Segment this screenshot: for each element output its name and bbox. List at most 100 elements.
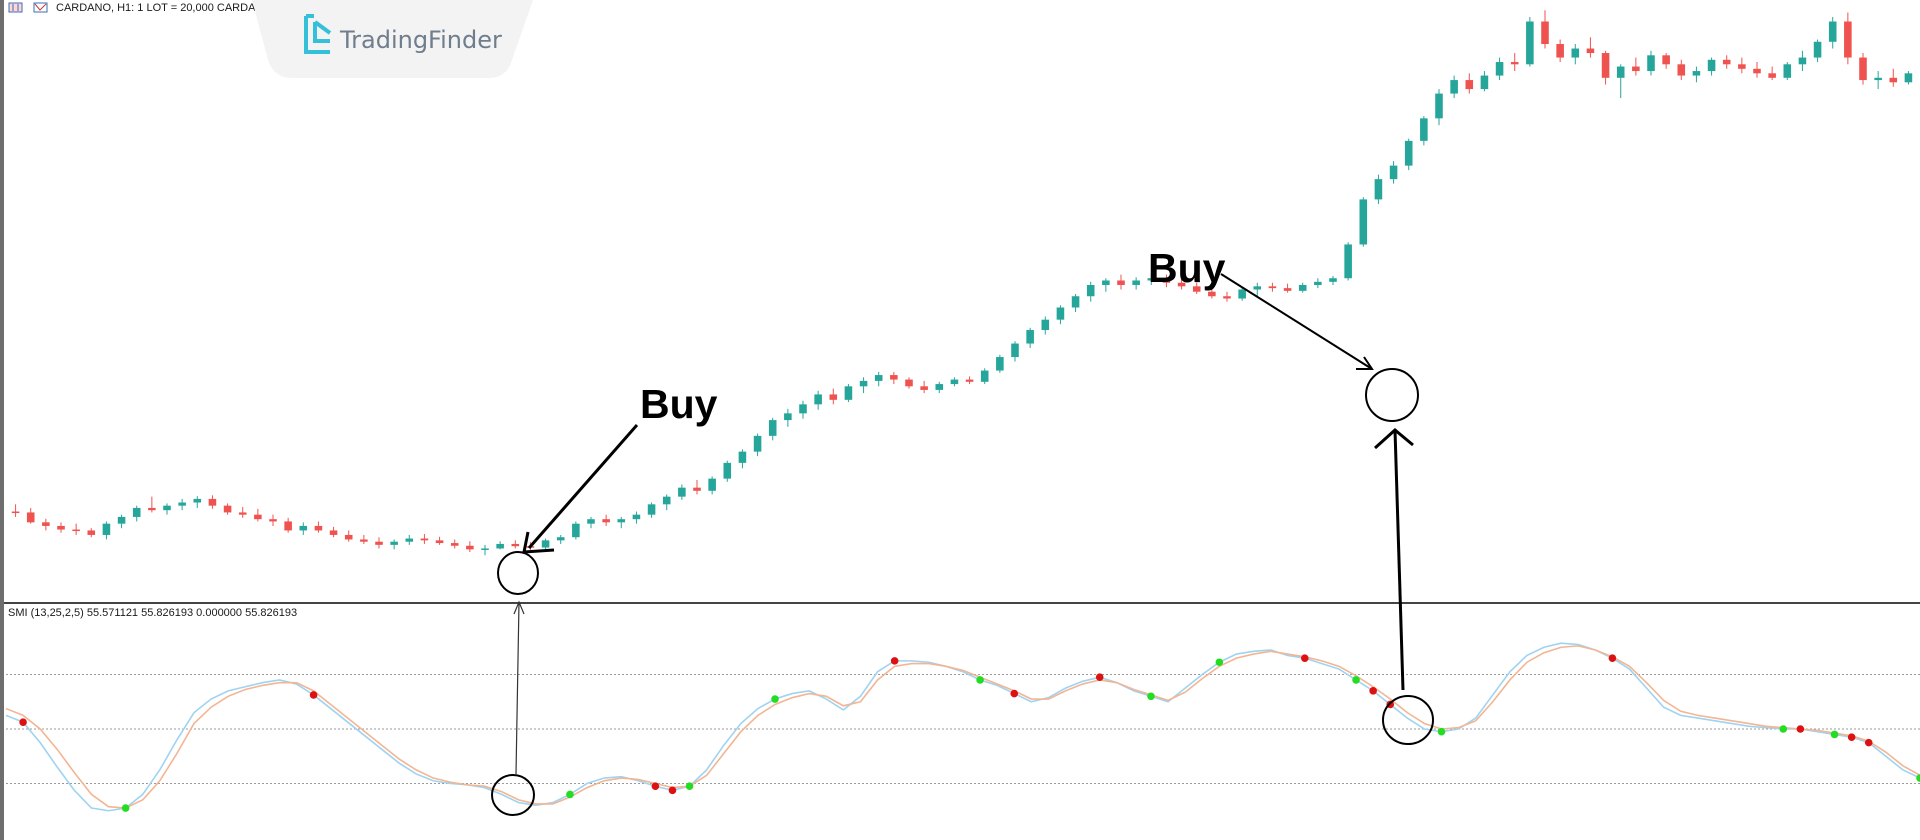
candle-body — [1389, 165, 1398, 180]
candle-body — [1253, 286, 1262, 290]
candle-body — [11, 511, 20, 514]
candle — [1647, 50, 1655, 76]
candle — [1374, 174, 1383, 204]
candle-body — [905, 379, 913, 387]
candle — [829, 388, 838, 405]
candle-body — [1541, 21, 1549, 45]
candle-body — [950, 379, 959, 385]
candle-body — [1738, 64, 1746, 69]
candle — [996, 354, 1004, 373]
candle — [1238, 287, 1246, 301]
candle — [1314, 278, 1322, 289]
signal-line — [5, 645, 1920, 809]
candle-body — [481, 548, 489, 550]
candle — [617, 516, 626, 529]
candle — [238, 507, 247, 518]
candle-body — [844, 386, 853, 400]
candle — [1359, 197, 1368, 247]
candle — [1692, 66, 1701, 83]
candle — [1026, 327, 1034, 349]
candle-body — [784, 413, 792, 421]
candle — [284, 517, 292, 533]
candle-body — [814, 394, 822, 405]
buy-circle-ind-2 — [1382, 695, 1434, 745]
candle — [375, 537, 383, 549]
candle — [890, 371, 898, 385]
candle — [1510, 53, 1519, 72]
chart-header: CARDANO, H1: 1 LOT = 20,000 CARDANO — [8, 2, 272, 14]
candle — [450, 539, 459, 549]
candle — [1753, 62, 1761, 78]
candle-body — [738, 451, 747, 463]
buy-link-line-2 — [1393, 429, 1405, 691]
candle — [26, 507, 35, 524]
candle-body — [1783, 64, 1792, 78]
candle — [632, 511, 641, 524]
candle — [117, 514, 126, 529]
candle-body — [1828, 21, 1837, 42]
candle-body — [1571, 48, 1580, 58]
candle — [1632, 57, 1640, 76]
buy-link-head-2 — [1373, 428, 1414, 450]
candle — [1495, 57, 1504, 81]
red-signal-dot — [668, 786, 677, 795]
candle — [511, 540, 520, 549]
candles-mode-icon[interactable] — [33, 2, 48, 13]
candle-body — [117, 516, 126, 524]
candle — [1162, 274, 1171, 288]
candle-body — [1601, 53, 1610, 78]
candle-body — [1662, 55, 1670, 65]
candle-body — [1722, 59, 1731, 65]
brand-watermark: TradingFinder — [252, 0, 533, 78]
bars-mode-icon[interactable] — [8, 2, 23, 13]
buy-link-head-1 — [513, 600, 525, 615]
candle — [208, 495, 217, 509]
candle — [1283, 283, 1292, 293]
green-signal-dot — [1437, 727, 1446, 736]
candle-body — [466, 545, 474, 550]
candles-mode-icon-stroke — [34, 3, 47, 11]
candle-body — [556, 537, 565, 541]
candle — [1586, 37, 1595, 58]
candle-body — [678, 487, 686, 497]
candle — [1707, 57, 1716, 76]
candle — [466, 541, 474, 553]
window-left-border — [0, 0, 4, 840]
green-signal-dot — [685, 782, 694, 791]
candle-body — [420, 538, 429, 541]
candle-body — [1117, 280, 1125, 285]
candle — [269, 514, 277, 526]
candle — [799, 400, 807, 419]
red-signal-dot — [1608, 654, 1617, 662]
candle — [1147, 273, 1156, 285]
candle — [1117, 274, 1125, 290]
green-signal-dot — [566, 790, 574, 799]
candle-body — [1329, 278, 1337, 282]
buy-label-1: Buy — [640, 381, 718, 427]
buy-arrow-2 — [1220, 273, 1373, 370]
candle — [11, 504, 20, 517]
candle — [1828, 17, 1837, 49]
candle — [390, 539, 398, 550]
candle — [193, 496, 202, 508]
candle-body — [299, 525, 308, 531]
candle-body — [1632, 66, 1640, 72]
candle-body — [1056, 307, 1065, 320]
red-signal-dot — [1796, 725, 1805, 733]
candle-body — [1480, 75, 1489, 90]
candle-body — [1647, 55, 1655, 72]
smi-line — [5, 642, 1920, 812]
candle-body — [238, 512, 247, 515]
candle — [784, 408, 792, 427]
candle-body — [602, 519, 610, 523]
candle — [693, 480, 701, 495]
candle-body — [587, 519, 595, 524]
candle-body — [26, 512, 35, 523]
candle — [541, 538, 550, 550]
buy-circle-ind-1 — [491, 774, 535, 816]
candle — [420, 534, 429, 544]
candle — [1859, 53, 1867, 85]
candle-body — [72, 529, 80, 532]
red-signal-dot — [651, 782, 660, 791]
